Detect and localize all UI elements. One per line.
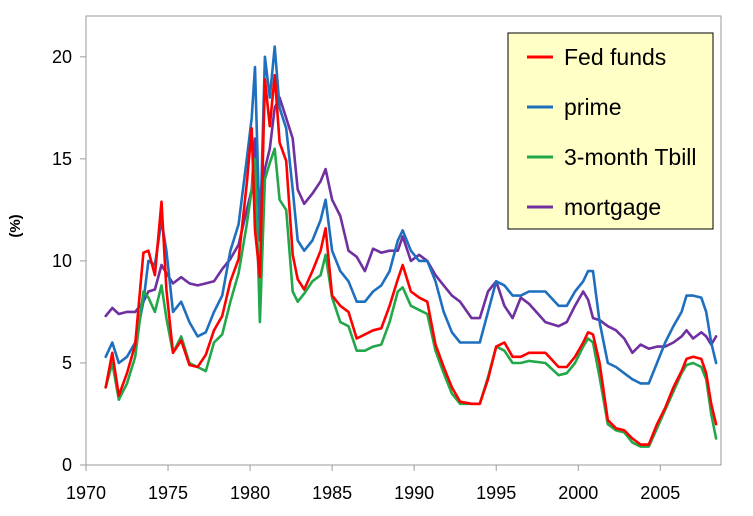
y-tick-label: 10 [52,251,72,271]
series-lines [104,45,718,448]
x-tick-label: 1980 [230,483,270,503]
y-tick-label: 5 [62,353,72,373]
x-tick-label: 1990 [394,483,434,503]
y-tick-label: 15 [52,149,72,169]
y-tick-label: 20 [52,47,72,67]
x-tick-label: 2005 [640,483,680,503]
y-tick-label: 0 [62,455,72,475]
legend-label-tbill: 3-month Tbill [564,144,697,170]
x-tick-label: 1995 [476,483,516,503]
legend-label-prime: prime [564,94,622,120]
series-line-tbill [104,147,718,448]
x-axis: 1970 1975 1980 1985 1990 1995 2000 2005 [66,465,680,503]
legend: Fed funds prime 3-month Tbill mortgage [507,32,714,230]
y-axis-title: (%) [7,214,24,237]
y-axis: 0 5 10 15 20 [52,47,86,475]
x-tick-label: 1985 [312,483,352,503]
x-tick-label: 2000 [558,483,598,503]
legend-label-mortgage: mortgage [564,194,661,220]
legend-label-fed-funds: Fed funds [564,44,666,70]
x-tick-label: 1975 [148,483,188,503]
legend-box [507,32,714,230]
series-line-mortgage [104,96,718,355]
series-line-fed-funds [104,73,718,446]
series-line-prime [104,45,718,385]
x-tick-label: 1970 [66,483,106,503]
